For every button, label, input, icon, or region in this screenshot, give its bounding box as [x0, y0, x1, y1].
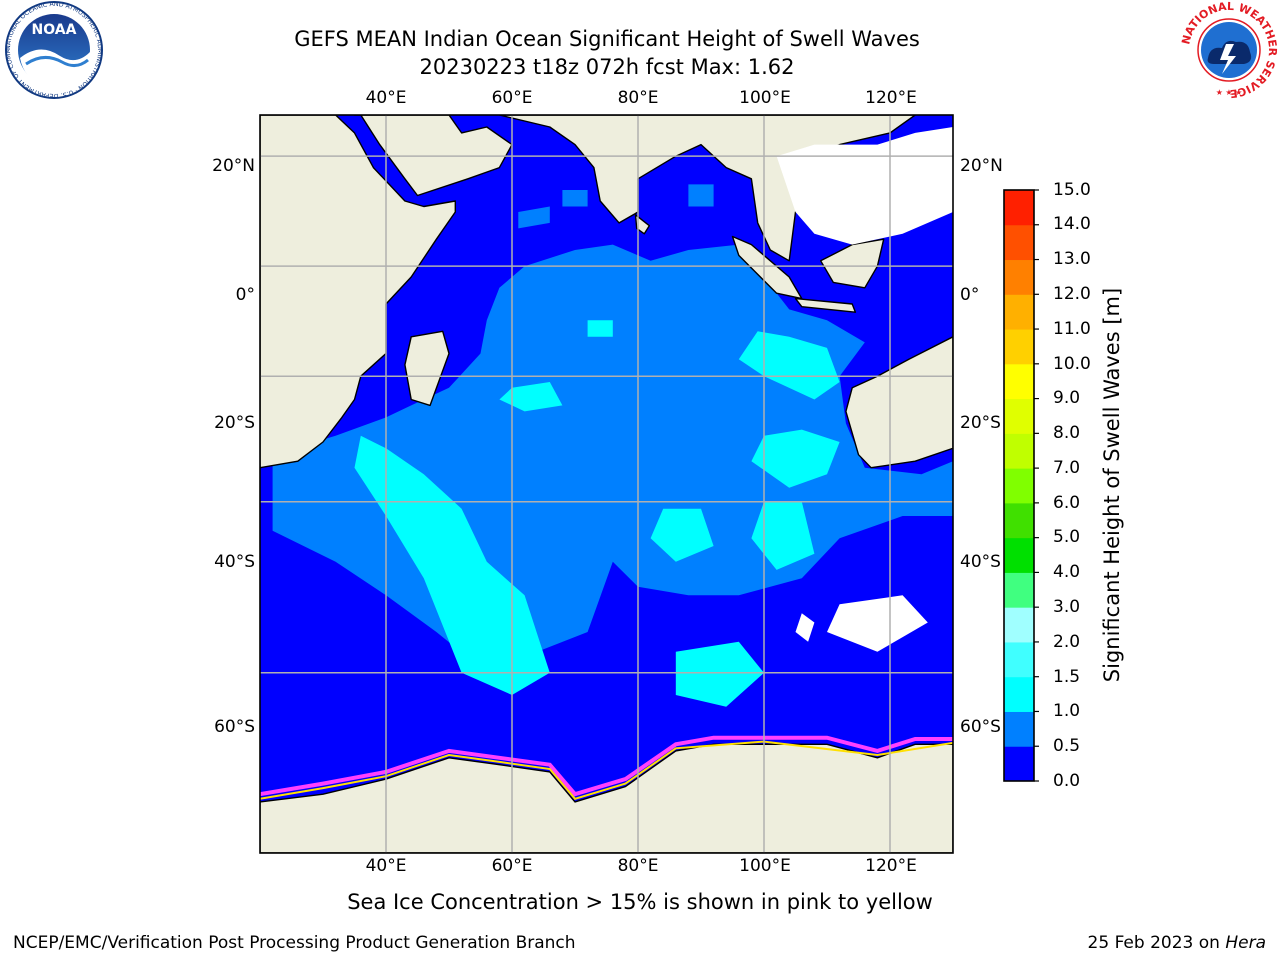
- footer-date: 25 Feb 2023 on Hera: [1087, 933, 1266, 953]
- colorbar-tick-label: 5.0: [1053, 527, 1081, 547]
- lon-tick-bottom: 80°E: [617, 856, 659, 876]
- colorbar-frame: [1003, 189, 1035, 782]
- colorbar-segment: [1004, 190, 1034, 226]
- landmass-java: [794, 297, 857, 313]
- lon-tick-top: 100°E: [739, 88, 791, 108]
- landmass-australia: [845, 336, 953, 469]
- colorbar-segment: [1004, 746, 1034, 782]
- colorbar-segment: [1004, 607, 1034, 643]
- colorbar-segment: [1004, 294, 1034, 330]
- colorbar-label: Significant Height of Swell Waves [m]: [1100, 287, 1124, 683]
- swell-zone-0.5-1.0: [562, 190, 588, 207]
- colorbar-segment: [1004, 398, 1034, 434]
- colorbar-tick-label: 0.0: [1053, 771, 1081, 791]
- colorbar-tick-label: 12.0: [1053, 284, 1091, 304]
- lat-tick-right: 60°S: [960, 717, 1001, 737]
- lon-tick-top: 80°E: [617, 88, 659, 108]
- swell-zone-1.0-1.5: [499, 382, 563, 412]
- noaa-logo: NATIONAL OCEANIC AND ATMOSPHERIC ADMINIS…: [0, 0, 103, 99]
- colorbar-segment: [1004, 676, 1034, 712]
- lon-tick-bottom: 120°E: [865, 856, 917, 876]
- map-title: GEFS MEAN Indian Ocean Significant Heigh…: [294, 27, 920, 51]
- swell-zone-1.0-1.5: [751, 429, 840, 488]
- swell-zone-1.0-1.5: [650, 508, 714, 562]
- landmass-sri-lanka: [634, 214, 650, 235]
- lon-tick-top: 120°E: [865, 88, 917, 108]
- no-data-area: [795, 613, 815, 642]
- swell-zone-1.0-1.5: [751, 501, 815, 570]
- lat-tick-left: 40°S: [214, 552, 255, 572]
- colorbar-tick-label: 15.0: [1053, 180, 1091, 200]
- landmass-madagascar: [404, 330, 450, 407]
- colorbar-segment: [1004, 224, 1034, 261]
- map-layers: [260, 115, 953, 853]
- colorbar-segment: [1004, 572, 1034, 608]
- lon-tick-bottom: 100°E: [739, 856, 791, 876]
- colorbar-segment: [1004, 537, 1034, 573]
- lon-tick-top: 40°E: [365, 88, 407, 108]
- lon-tick-top: 60°E: [491, 88, 533, 108]
- sea-ice-edge-high: [260, 740, 953, 800]
- colorbar-tick-label: 9.0: [1053, 388, 1081, 408]
- swell-zone-0.5-1.0: [518, 206, 550, 229]
- swell-zone-0.5-1.0: [688, 184, 714, 207]
- footer-machine: Hera: [1225, 933, 1266, 953]
- lat-tick-left: 20°S: [214, 413, 255, 433]
- no-data-area: [827, 595, 928, 652]
- lon-tick-bottom: 60°E: [491, 856, 533, 876]
- colorbar-tick-label: 0.5: [1053, 736, 1081, 756]
- colorbar-segment: [1004, 329, 1034, 365]
- swell-zone-1.0-1.5: [675, 641, 764, 707]
- sea-ice-caption: Sea Ice Concentration > 15% is shown in …: [347, 890, 933, 914]
- colorbar-tick-label: 8.0: [1053, 423, 1081, 443]
- colorbar-tick-label: 10.0: [1053, 354, 1091, 374]
- map-subtitle: 20230223 t18z 072h fcst Max: 1.62: [419, 55, 795, 79]
- lat-tick-right: 20°S: [960, 413, 1001, 433]
- colorbar-segment: [1004, 433, 1034, 469]
- colorbar-segment: [1004, 711, 1034, 747]
- colorbar-tick-label: 1.0: [1053, 701, 1081, 721]
- colorbar-tick-label: 2.0: [1053, 632, 1081, 652]
- lat-tick-left: 20°N: [212, 156, 255, 176]
- noaa-logo-text: NOAA: [32, 22, 77, 38]
- colorbar-segment: [1004, 468, 1034, 504]
- colorbar-segment: [1004, 641, 1034, 678]
- nws-logo: NATIONAL WEATHER SERVICE ★ ★ ★: [1179, 0, 1279, 100]
- swell-zone-1.0-1.5: [587, 320, 613, 337]
- colorbar-tick-label: 13.0: [1053, 249, 1091, 269]
- colorbar-tick-label: 6.0: [1053, 493, 1081, 513]
- lon-tick-bottom: 40°E: [365, 856, 407, 876]
- landmass-africa: [260, 115, 456, 469]
- map-frame: [259, 114, 954, 854]
- lat-tick-right: 40°S: [960, 552, 1001, 572]
- lat-tick-right: 20°N: [960, 156, 1003, 176]
- colorbar-segment: [1004, 363, 1034, 400]
- colorbar-tick-label: 7.0: [1053, 458, 1081, 478]
- colorbar-tick-label: 11.0: [1053, 319, 1091, 339]
- svg-text:★ ★ ★: ★ ★ ★: [1216, 88, 1243, 97]
- swell-zone-1.0-1.5: [354, 435, 550, 695]
- footer-credit: NCEP/EMC/Verification Post Processing Pr…: [13, 933, 576, 953]
- colorbar-tick-label: 1.5: [1053, 667, 1081, 687]
- lat-tick-left: 0°: [235, 285, 255, 305]
- colorbar-segment: [1004, 259, 1034, 295]
- sea-ice-edge: [260, 735, 953, 797]
- lat-tick-right: 0°: [960, 285, 980, 305]
- colorbar-segment: [1004, 502, 1034, 539]
- colorbar-tick-label: 3.0: [1053, 597, 1081, 617]
- colorbar-tick-label: 4.0: [1053, 562, 1081, 582]
- colorbar-tick-label: 14.0: [1053, 214, 1091, 234]
- lat-tick-left: 60°S: [214, 717, 255, 737]
- landmass-arabia: [353, 115, 513, 197]
